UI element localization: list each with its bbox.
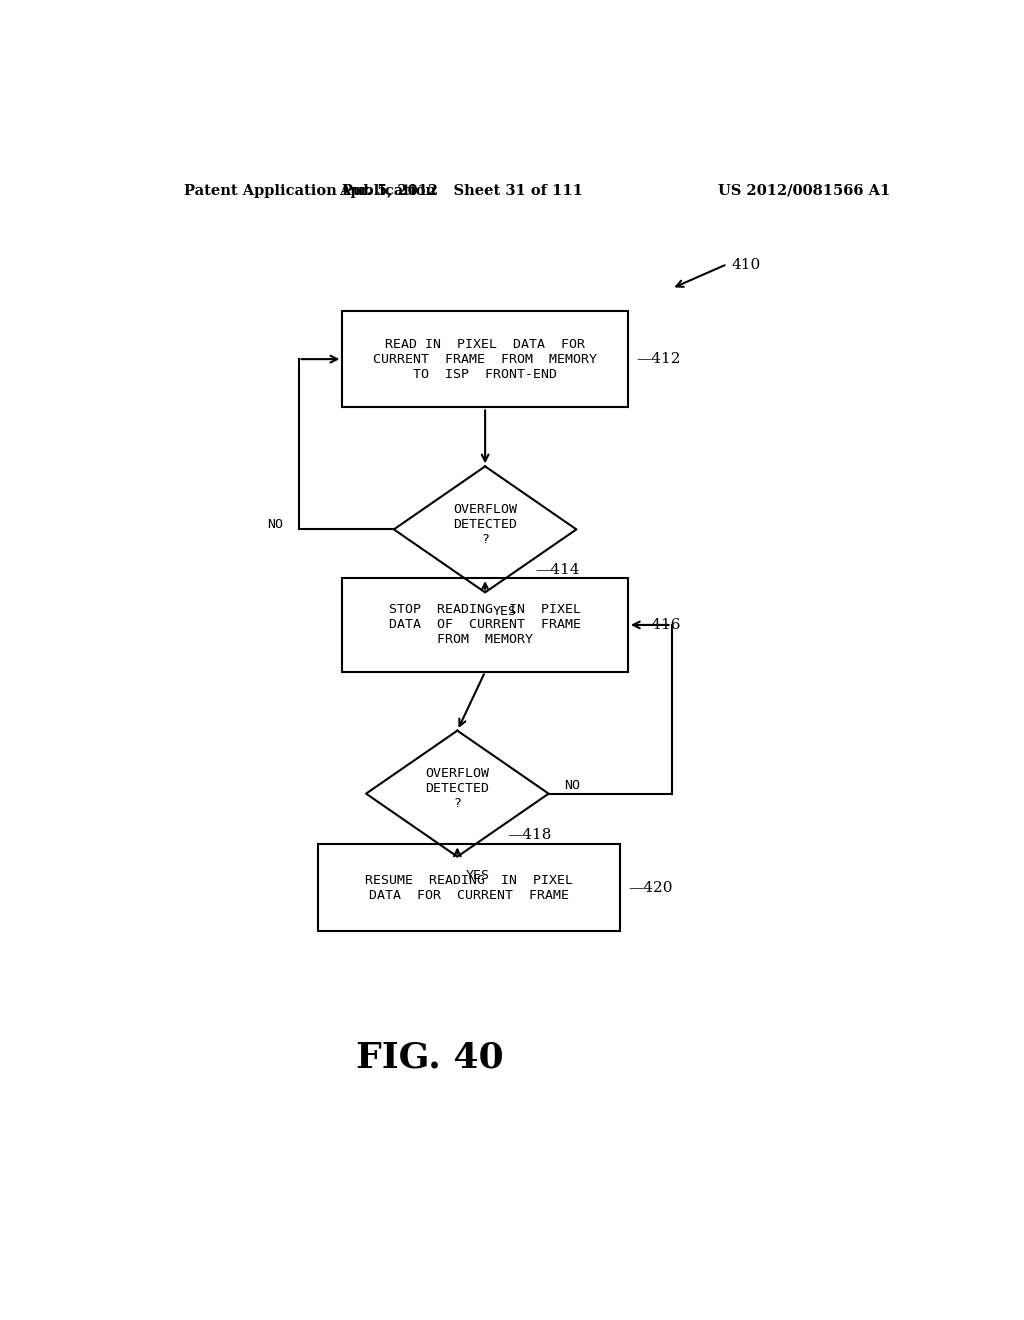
Text: —412: —412: [636, 352, 680, 366]
Text: Apr. 5, 2012   Sheet 31 of 111: Apr. 5, 2012 Sheet 31 of 111: [339, 183, 584, 198]
Text: OVERFLOW
DETECTED
?: OVERFLOW DETECTED ?: [425, 767, 489, 810]
Bar: [318, 845, 621, 931]
Text: NO: NO: [564, 779, 581, 792]
Text: FIG. 40: FIG. 40: [355, 1041, 504, 1074]
Bar: [342, 578, 628, 672]
Text: READ IN  PIXEL  DATA  FOR
CURRENT  FRAME  FROM  MEMORY
TO  ISP  FRONT-END: READ IN PIXEL DATA FOR CURRENT FRAME FRO…: [373, 338, 597, 380]
Text: OVERFLOW
DETECTED
?: OVERFLOW DETECTED ?: [453, 503, 517, 545]
Text: US 2012/0081566 A1: US 2012/0081566 A1: [718, 183, 890, 198]
Text: Patent Application Publication: Patent Application Publication: [183, 183, 435, 198]
Text: —418: —418: [508, 828, 552, 842]
Text: NO: NO: [266, 517, 283, 531]
Text: 410: 410: [731, 259, 761, 272]
Text: —414: —414: [536, 564, 580, 577]
Text: RESUME  READING  IN  PIXEL
DATA  FOR  CURRENT  FRAME: RESUME READING IN PIXEL DATA FOR CURRENT…: [366, 874, 573, 902]
Text: YES: YES: [494, 605, 517, 618]
Bar: [342, 312, 628, 408]
Text: —416: —416: [636, 618, 680, 632]
Text: STOP  READING  IN  PIXEL
DATA  OF  CURRENT  FRAME
FROM  MEMORY: STOP READING IN PIXEL DATA OF CURRENT FR…: [389, 603, 582, 647]
Text: YES: YES: [465, 869, 489, 882]
Text: —420: —420: [628, 880, 673, 895]
